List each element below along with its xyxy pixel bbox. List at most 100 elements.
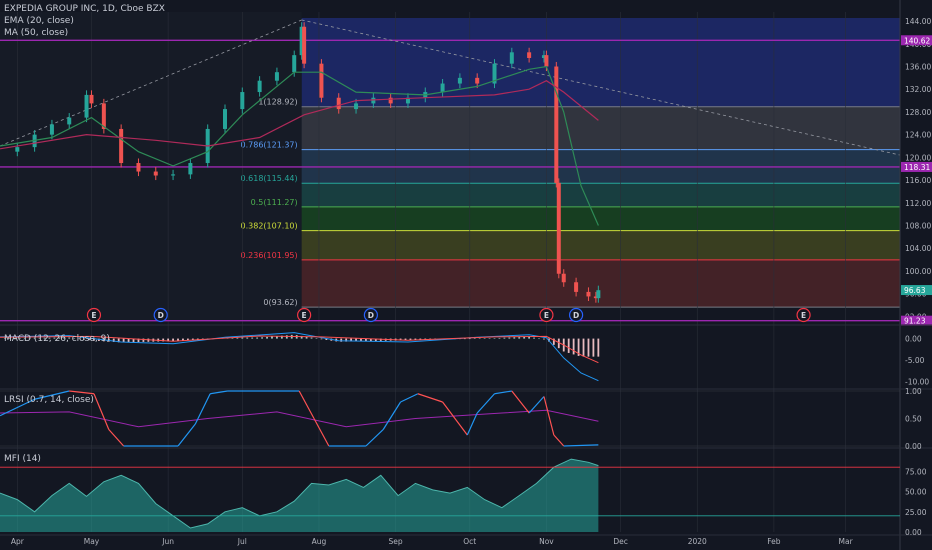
price-axis-tick: 100.00 bbox=[905, 267, 931, 276]
lrsi-smoothed-line bbox=[0, 409, 599, 428]
macd-histogram-bar bbox=[360, 338, 362, 342]
candle-body bbox=[354, 103, 359, 110]
candle-body bbox=[223, 109, 227, 129]
x-tick-label: Mar bbox=[839, 537, 854, 546]
macd-histogram-bar bbox=[127, 338, 130, 343]
lrsi-line-segment bbox=[528, 396, 545, 414]
fib-label-0.382: 0.382(107.10) bbox=[241, 222, 298, 231]
ma-line bbox=[0, 80, 599, 150]
lrsi-legend: LRSI (0.7, 14, close) bbox=[4, 395, 94, 405]
candle-body bbox=[67, 117, 72, 125]
macd-axis-tick: 0.00 bbox=[905, 335, 922, 344]
macd-histogram-bar bbox=[28, 337, 31, 339]
earnings-event-label: E bbox=[544, 311, 549, 320]
macd-histogram-bar bbox=[567, 338, 570, 353]
macd-histogram-bar bbox=[4, 338, 6, 339]
ma-legend: MA (50, close) bbox=[4, 28, 69, 38]
lrsi-line-segment bbox=[382, 401, 402, 430]
macd-histogram-bar bbox=[53, 337, 56, 339]
macd-legend: MACD (12, 26, close, 9) bbox=[4, 334, 110, 344]
price-axis-tick: 144.00 bbox=[905, 17, 931, 26]
macd-histogram-bar bbox=[493, 338, 496, 339]
macd-histogram-bar bbox=[93, 338, 95, 341]
macd-histogram-bar bbox=[523, 336, 526, 339]
price-axis-tick: 128.00 bbox=[905, 108, 931, 117]
earnings-event-label: E bbox=[801, 311, 806, 320]
candle-body bbox=[574, 282, 579, 292]
price-axis-tick: 132.00 bbox=[905, 85, 931, 94]
macd-histogram-bar bbox=[379, 338, 382, 341]
macd-histogram-bar bbox=[63, 337, 66, 339]
macd-histogram-bar bbox=[241, 337, 244, 339]
lrsi-line-segment bbox=[365, 429, 384, 447]
lrsi-line-segment bbox=[93, 393, 110, 430]
candle-body bbox=[336, 97, 341, 110]
fib-label-0: 0(93.62) bbox=[263, 298, 297, 307]
macd-axis-tick: -10.00 bbox=[905, 378, 929, 387]
candle-body bbox=[586, 291, 591, 297]
macd-histogram-bar bbox=[271, 336, 273, 339]
macd-histogram-bar bbox=[315, 338, 318, 339]
fib-label-0.618: 0.618(115.44) bbox=[241, 174, 298, 183]
macd-histogram-bar bbox=[533, 337, 535, 339]
macd-histogram-bar bbox=[13, 338, 16, 339]
candle-body bbox=[371, 97, 376, 104]
candle-body bbox=[509, 52, 514, 64]
x-tick-label: Oct bbox=[463, 537, 476, 546]
price-axis-tick: 120.00 bbox=[905, 153, 931, 162]
mfi-axis-tick: 75.00 bbox=[905, 467, 927, 476]
macd-histogram-bar bbox=[117, 338, 120, 343]
macd-histogram-bar bbox=[557, 338, 560, 349]
lrsi-line-segment bbox=[553, 434, 565, 447]
macd-histogram-bar bbox=[483, 338, 486, 339]
candle-body bbox=[302, 26, 307, 64]
price-axis-tick: 112.00 bbox=[905, 199, 931, 208]
macd-histogram-bar bbox=[23, 337, 26, 339]
x-tick-label: 2020 bbox=[688, 537, 707, 546]
candle-body bbox=[257, 80, 262, 93]
macd-histogram-bar bbox=[251, 337, 254, 339]
price-tag bbox=[901, 35, 932, 46]
candle-body bbox=[299, 26, 304, 56]
macd-histogram-bar bbox=[43, 337, 46, 339]
macd-histogram-bar bbox=[182, 338, 184, 341]
lrsi-line-segment bbox=[177, 423, 196, 447]
macd-histogram-bar bbox=[177, 338, 179, 341]
lrsi-axis-tick: 0.50 bbox=[905, 415, 922, 424]
macd-histogram-bar bbox=[246, 337, 249, 339]
fib-band-1 bbox=[301, 106, 901, 150]
lrsi-axis-tick: 1.00 bbox=[905, 387, 922, 396]
macd-histogram-bar bbox=[419, 338, 422, 340]
dividend-event-label: D bbox=[158, 311, 164, 320]
candle-body bbox=[101, 103, 106, 129]
macd-histogram-bar bbox=[280, 335, 283, 339]
candle-body bbox=[49, 124, 54, 135]
earnings-event-marker bbox=[86, 307, 102, 323]
macd-histogram-bar bbox=[305, 336, 308, 339]
price-axis-tick: 104.00 bbox=[905, 244, 931, 253]
candle-body bbox=[541, 55, 546, 58]
macd-histogram-bar bbox=[191, 338, 194, 340]
macd-histogram-bar bbox=[518, 337, 521, 339]
dividend-event-marker bbox=[568, 307, 584, 323]
macd-histogram-bar bbox=[488, 338, 491, 339]
x-tick-label: Apr bbox=[11, 537, 25, 546]
price-tag-label: 96.63 bbox=[904, 286, 926, 295]
macd-histogram-bar bbox=[463, 338, 466, 340]
x-tick-label: Feb bbox=[767, 537, 781, 546]
earnings-event-marker bbox=[796, 307, 811, 323]
macd-histogram-bar bbox=[478, 338, 481, 339]
macd-histogram-bar bbox=[414, 338, 417, 341]
price-tag bbox=[901, 315, 932, 326]
macd-histogram-bar bbox=[325, 338, 328, 340]
macd-histogram-bar bbox=[18, 337, 21, 339]
macd-histogram-bar bbox=[345, 338, 348, 342]
dividend-event-marker bbox=[363, 307, 378, 323]
candle-body bbox=[492, 63, 497, 84]
macd-histogram-bar bbox=[261, 337, 263, 339]
macd-histogram-bar bbox=[231, 337, 234, 339]
lrsi-line-segment bbox=[466, 412, 478, 436]
candle-body bbox=[556, 182, 561, 274]
macd-histogram-bar bbox=[369, 338, 372, 342]
